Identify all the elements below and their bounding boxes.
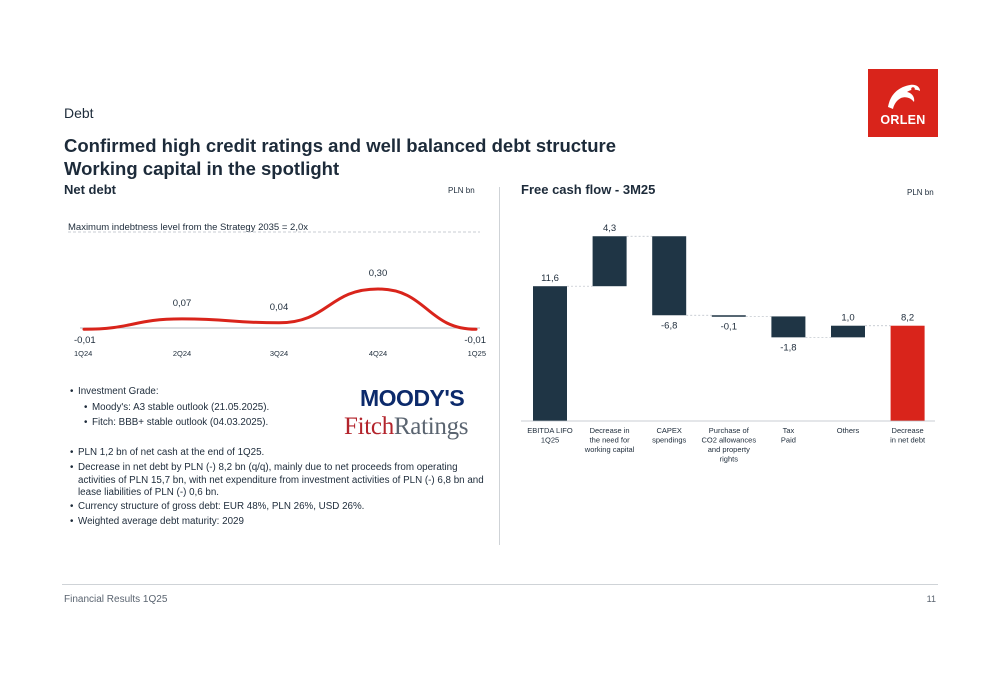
data-label: 0,30 [369,268,388,279]
data-label: 4,3 [603,223,616,234]
tick-label: 4Q24 [369,349,387,358]
moodys-logo: MOODY'S [360,385,465,411]
data-label: 0,07 [173,298,192,309]
tick-label: 1Q25 [468,349,486,358]
data-label: -0,01 [74,335,96,346]
data-label: 1,0 [841,313,854,324]
waterfall-bar [652,236,687,316]
footer-text: Financial Results 1Q25 [64,594,168,605]
tick-label: Purchase of CO2 allowances and property rig… [701,426,756,464]
data-label: 0,04 [270,302,289,313]
logo-text: ORLEN [880,113,926,127]
waterfall-bar [771,316,806,338]
strategy-annotation: Maximum indebtness level from the Strate… [68,222,308,233]
fitch-logo-b: Ratings [393,413,469,440]
footer-divider [62,584,938,585]
bullet-currency-structure: Currency structure of gross debt: EUR 48… [70,501,488,514]
fitch-logo-a: Fitch [344,413,394,440]
fcf-unit: PLN bn [907,188,934,197]
waterfall-bar [592,236,627,287]
tick-label: 2Q24 [173,349,191,358]
panel-divider [499,187,500,545]
fcf-title: Free cash flow - 3M25 [521,182,656,197]
data-label: -6,8 [661,320,677,331]
bullet-debt-maturity: Weighted average debt maturity: 2029 [70,516,488,529]
fcf-waterfall-chart: 11,6 EBITDA LIFO 1Q25 4,3 Decrease in the nee… [521,223,935,464]
net-debt-unit: PLN bn [448,186,475,195]
waterfall-bar [533,286,567,421]
waterfall-bar [831,325,865,338]
data-label: -0,01 [464,335,486,346]
orlen-logo: ORLEN [868,69,938,137]
tick-label: EBITDA LIFO 1Q25 [527,426,573,445]
section-label: Debt [64,105,94,121]
page-title: Confirmed high credit ratings and well b… [64,134,616,180]
net-debt-chart: Maximum indebtness level from the Strate… [68,222,486,358]
data-label: 11,6 [541,273,559,284]
bullet-investment-grade: Investment Grade: [70,386,159,399]
tick-label: Decrease in the need for working capital [584,426,635,454]
bullet-net-cash: PLN 1,2 bn of net cash at the end of 1Q2… [70,447,488,460]
bullet-moodys: Moody's: A3 stable outlook (21.05.2025). [84,402,269,415]
data-label: -1,8 [780,342,796,353]
waterfall-bar [890,325,925,421]
data-label: -0,1 [721,321,737,332]
orlen-eagle-icon [888,84,920,109]
net-debt-title: Net debt [64,182,116,197]
bullet-net-debt-decrease: Decrease in net debt by PLN (-) 8,2 bn (… [70,462,488,500]
fitch-logo: FitchRatings [344,413,469,441]
waterfall-bar [711,315,746,317]
tick-label: Tax Paid [781,426,796,445]
data-label: 8,2 [901,313,914,324]
tick-label: CAPEX spendings [652,426,686,445]
title-line-1: Confirmed high credit ratings and well b… [64,135,617,156]
tick-label: 3Q24 [270,349,288,358]
net-debt-line [82,287,478,331]
title-line-2: Working capital in the spotlight [64,158,340,179]
tick-label: Decrease in net debt [890,426,926,445]
tick-label: Others [837,426,860,435]
page-number: 11 [926,594,936,604]
tick-label: 1Q24 [74,349,92,358]
bullet-fitch: Fitch: BBB+ stable outlook (04.03.2025). [84,417,268,430]
